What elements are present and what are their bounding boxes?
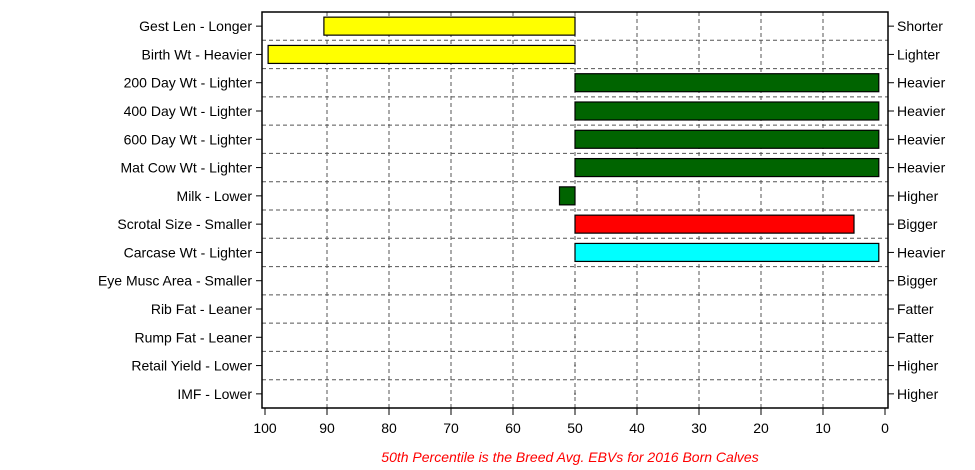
- direction-label: Shorter: [897, 18, 943, 34]
- bars: [267, 16, 880, 395]
- bar: [574, 101, 880, 121]
- direction-label: Higher: [897, 188, 939, 204]
- trait-label: Gest Len - Longer: [139, 18, 252, 34]
- trait-label: 600 Day Wt - Lighter: [124, 131, 253, 147]
- direction-label: Heavier: [897, 75, 946, 91]
- trait-label: Rib Fat - Leaner: [151, 301, 252, 317]
- trait-label: 200 Day Wt - Lighter: [124, 75, 253, 91]
- x-tick-label: 50: [567, 420, 583, 436]
- x-tick-label: 20: [753, 420, 769, 436]
- x-tick-label: 10: [815, 420, 831, 436]
- x-tick-label: 30: [691, 420, 707, 436]
- bar: [267, 44, 576, 65]
- direction-label: Higher: [897, 386, 939, 402]
- x-tick-label: 70: [443, 420, 459, 436]
- trait-label: Mat Cow Wt - Lighter: [121, 160, 253, 176]
- direction-label: Heavier: [897, 244, 946, 260]
- trait-label: Carcase Wt - Lighter: [124, 244, 253, 260]
- direction-label: Fatter: [897, 329, 934, 345]
- bar: [558, 186, 576, 206]
- x-tick-label: 0: [881, 420, 889, 436]
- bar: [574, 157, 880, 178]
- direction-label: Lighter: [897, 46, 940, 62]
- x-tick-label: 40: [629, 420, 645, 436]
- trait-label: IMF - Lower: [177, 386, 252, 402]
- bar: [574, 214, 855, 234]
- x-tick-label: 80: [381, 420, 397, 436]
- direction-label: Fatter: [897, 301, 934, 317]
- trait-label: Rump Fat - Leaner: [135, 329, 253, 345]
- direction-label: Bigger: [897, 216, 938, 232]
- left-trait-labels: Gest Len - Longer Birth Wt - Heavier 200 D…: [98, 18, 262, 402]
- grid-lines: [262, 12, 888, 408]
- bar: [574, 73, 880, 93]
- direction-label: Heavier: [897, 160, 946, 176]
- trait-label: Eye Musc Area - Smaller: [98, 273, 252, 289]
- right-direction-labels: Shorter Lighter Heavier Heavier Heavier Heavi…: [888, 18, 946, 402]
- trait-label: Scrotal Size - Smaller: [117, 216, 252, 232]
- bar: [574, 242, 880, 263]
- bar: [323, 16, 576, 36]
- x-axis-ticks: 100 90 80 70 60 50 40 30 20 10 0: [253, 408, 889, 436]
- bar: [574, 129, 880, 149]
- x-tick-label: 90: [319, 420, 335, 436]
- direction-label: Heavier: [897, 131, 946, 147]
- trait-label: 400 Day Wt - Lighter: [124, 103, 253, 119]
- x-tick-label: 60: [505, 420, 521, 436]
- direction-label: Heavier: [897, 103, 946, 119]
- trait-label: Milk - Lower: [177, 188, 253, 204]
- direction-label: Bigger: [897, 273, 938, 289]
- x-tick-label: 100: [253, 420, 277, 436]
- direction-label: Higher: [897, 358, 939, 374]
- trait-label: Retail Yield - Lower: [131, 358, 252, 374]
- trait-label: Birth Wt - Heavier: [142, 46, 253, 62]
- footnote: 50th Percentile is the Breed Avg. EBVs f…: [381, 449, 758, 465]
